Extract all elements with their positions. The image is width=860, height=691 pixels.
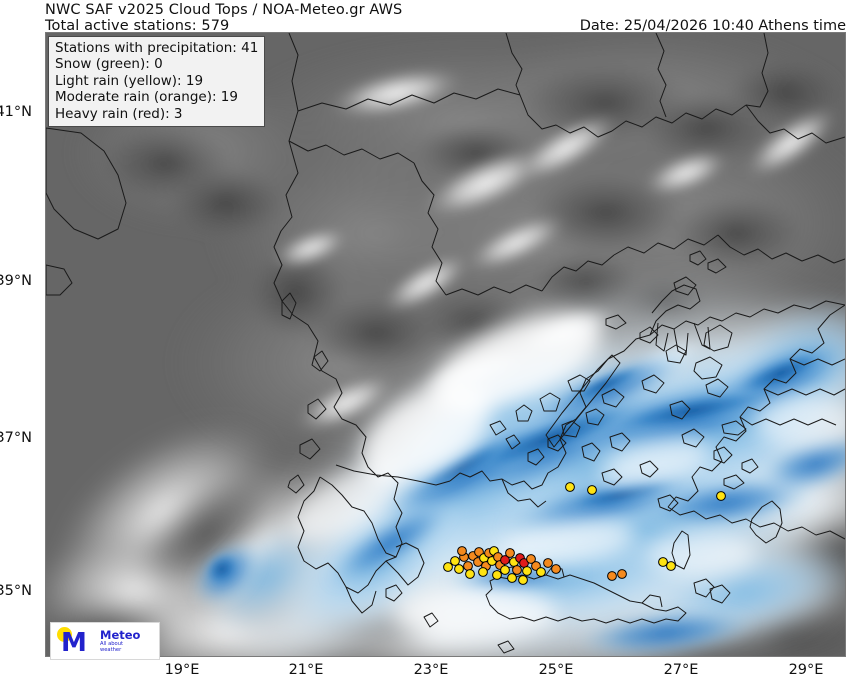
station-marker-light-rain[interactable] (565, 482, 575, 492)
station-marker-moderate-rain[interactable] (463, 561, 473, 571)
sun-icon (57, 627, 72, 642)
lon-tick-2: 23°E (413, 662, 449, 678)
date-label: Date: 25/04/2026 10:40 Athens time (579, 18, 846, 34)
station-marker-heavy-rain[interactable] (500, 555, 510, 565)
info-line: Heavy rain (red): 3 (55, 105, 183, 122)
station-marker-light-rain[interactable] (443, 562, 453, 572)
meteo-logo[interactable]: M Meteo All about weather (50, 622, 160, 660)
lon-tick-4: 27°E (663, 662, 699, 678)
station-marker-moderate-rain[interactable] (617, 569, 627, 579)
cloud-top-blue-layer (191, 269, 845, 656)
station-marker-light-rain[interactable] (518, 575, 528, 585)
station-marker-light-rain[interactable] (450, 556, 460, 566)
lat-tick-2: 37°N (0, 430, 32, 446)
station-marker-moderate-rain[interactable] (526, 554, 536, 564)
station-marker-moderate-rain[interactable] (457, 546, 467, 556)
lon-tick-0: 19°E (164, 662, 200, 678)
station-marker-light-rain[interactable] (536, 567, 546, 577)
station-marker-light-rain[interactable] (522, 566, 532, 576)
logo-tagline-2: weather (100, 647, 122, 653)
station-marker-light-rain[interactable] (454, 564, 464, 574)
station-marker-light-rain[interactable] (658, 557, 668, 567)
station-marker-light-rain[interactable] (500, 565, 510, 575)
info-line: Snow (green): 0 (55, 56, 163, 73)
lon-tick-5: 29°E (788, 662, 824, 678)
info-line: Moderate rain (orange): 19 (55, 89, 238, 106)
info-line: Light rain (yellow): 19 (55, 72, 204, 89)
station-marker-moderate-rain[interactable] (551, 564, 561, 574)
station-marker-light-rain[interactable] (666, 561, 676, 571)
info-line: Stations with precipitation: 41 (55, 40, 259, 56)
station-marker-moderate-rain[interactable] (505, 548, 515, 558)
station-marker-moderate-rain[interactable] (543, 558, 553, 568)
lat-tick-1: 39°N (0, 273, 32, 289)
lon-tick-3: 25°E (538, 662, 574, 678)
station-marker-light-rain[interactable] (587, 485, 597, 495)
station-marker-light-rain[interactable] (507, 573, 517, 583)
map-title-block: NWC SAF v2025 Cloud Tops / NOA-Meteo.gr … (45, 2, 402, 34)
station-marker-moderate-rain[interactable] (512, 565, 522, 575)
page-title: NWC SAF v2025 Cloud Tops / NOA-Meteo.gr … (45, 2, 403, 18)
logo-tagline-1: All about (100, 641, 124, 647)
station-marker-light-rain[interactable] (465, 569, 475, 579)
station-marker-light-rain[interactable] (716, 491, 726, 501)
station-marker-light-rain[interactable] (492, 570, 502, 580)
logo-letter-m: M (61, 628, 87, 658)
total-stations-label: Total active stations: 579 (45, 18, 230, 34)
logo-mark: M (55, 626, 99, 656)
station-marker-moderate-rain[interactable] (607, 571, 617, 581)
coastline-layer (46, 33, 845, 654)
lat-tick-3: 35°N (0, 583, 32, 599)
station-marker-light-rain[interactable] (478, 567, 488, 577)
station-marker-layer[interactable] (443, 482, 726, 585)
lat-tick-0: 41°N (0, 104, 32, 120)
lon-tick-1: 21°E (288, 662, 324, 678)
precipitation-summary-box: Stations with precipitation: 41 Snow (gr… (48, 36, 266, 128)
logo-text: Meteo All about weather (100, 629, 140, 653)
logo-name: Meteo (100, 628, 141, 642)
